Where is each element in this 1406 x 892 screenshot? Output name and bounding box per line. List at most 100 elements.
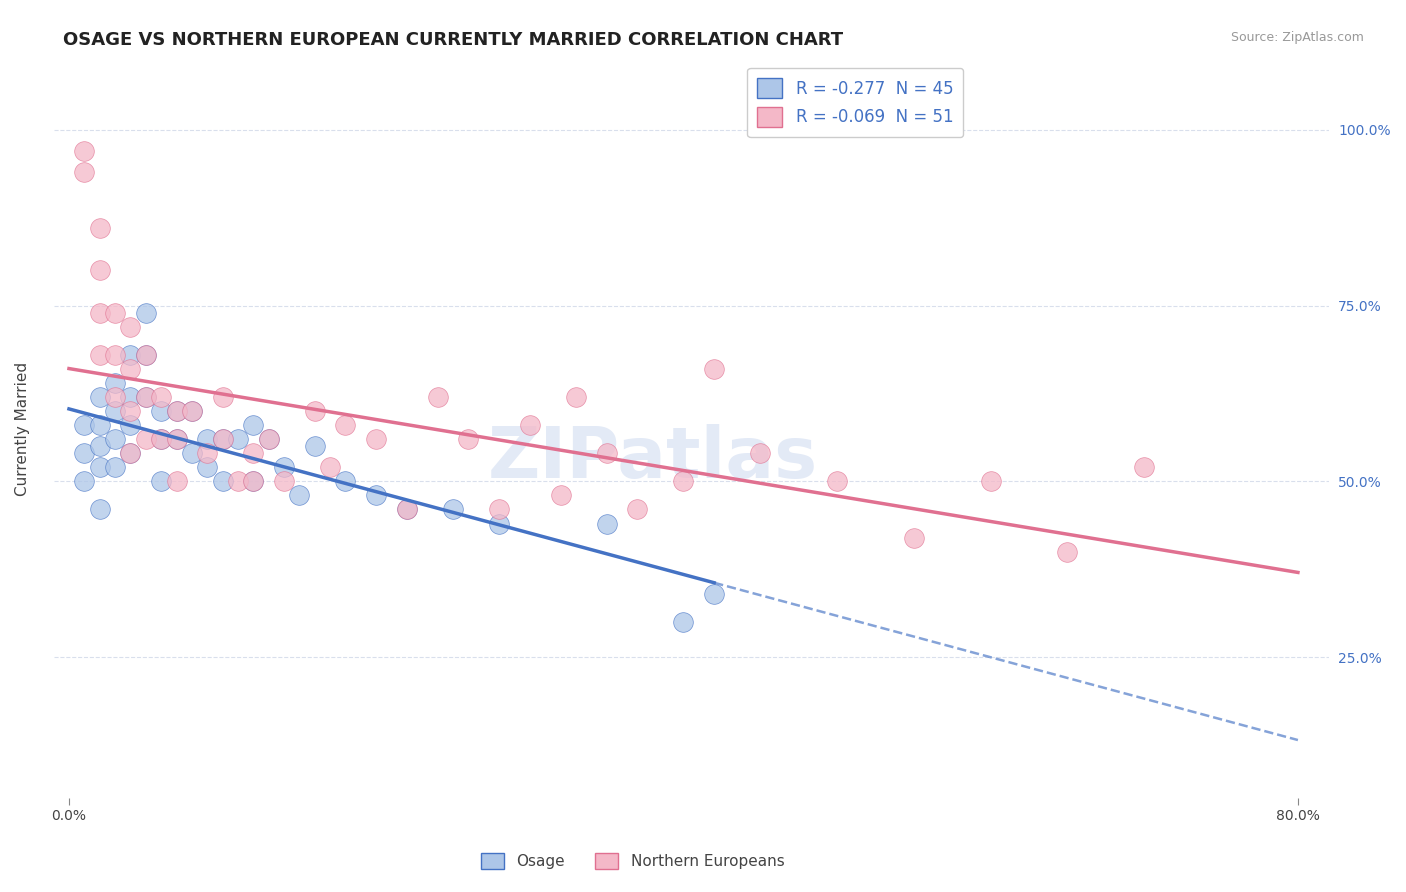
Point [150,390,173,404]
Point [135,432,157,446]
Point [242,418,264,433]
Point [104,404,127,418]
Point [211,475,233,489]
Point [89,306,111,320]
Text: ZIPatlas: ZIPatlas [488,424,818,492]
Legend: Osage, Northern Europeans: Osage, Northern Europeans [475,847,790,875]
Point [104,348,127,362]
Point [150,432,173,446]
Point [135,348,157,362]
Point [89,439,111,453]
Point [73,418,96,433]
Point [257,432,280,446]
Point [89,418,111,433]
Point [519,418,541,433]
Point [980,475,1002,489]
Point [166,475,188,489]
Legend: R = -0.277  N = 45, R = -0.069  N = 51: R = -0.277 N = 45, R = -0.069 N = 51 [748,68,963,137]
Point [120,348,142,362]
Point [304,439,326,453]
Point [457,432,479,446]
Point [395,502,418,516]
Point [120,446,142,460]
Point [550,488,572,502]
Point [180,446,202,460]
Point [366,432,388,446]
Point [166,404,188,418]
Point [426,390,449,404]
Point [211,432,233,446]
Point [73,475,96,489]
Point [120,418,142,433]
Point [595,516,617,531]
Point [304,404,326,418]
Point [120,362,142,376]
Point [104,390,127,404]
Point [180,404,202,418]
Point [120,319,142,334]
Point [120,446,142,460]
Point [150,475,173,489]
Point [104,306,127,320]
Point [89,390,111,404]
Point [703,362,725,376]
Point [135,390,157,404]
Point [166,432,188,446]
Point [242,446,264,460]
Point [120,404,142,418]
Point [1056,544,1078,558]
Point [166,432,188,446]
Point [273,460,295,475]
Point [211,432,233,446]
Point [903,531,925,545]
Point [180,404,202,418]
Point [626,502,648,516]
Point [395,502,418,516]
Point [104,460,127,475]
Point [120,390,142,404]
Point [211,390,233,404]
Point [89,460,111,475]
Point [89,502,111,516]
Y-axis label: Currently Married: Currently Married [15,361,30,496]
Point [150,404,173,418]
Point [226,432,249,446]
Point [89,221,111,235]
Point [135,390,157,404]
Text: OSAGE VS NORTHERN EUROPEAN CURRENTLY MARRIED CORRELATION CHART: OSAGE VS NORTHERN EUROPEAN CURRENTLY MAR… [63,31,844,49]
Point [195,460,218,475]
Point [73,165,96,179]
Point [135,306,157,320]
Point [166,404,188,418]
Point [565,390,588,404]
Point [195,446,218,460]
Point [104,432,127,446]
Point [1133,460,1156,475]
Point [335,418,357,433]
Point [825,475,848,489]
Point [335,475,357,489]
Point [73,446,96,460]
Point [135,348,157,362]
Point [226,475,249,489]
Point [488,516,510,531]
Point [195,432,218,446]
Point [703,587,725,601]
Point [672,475,695,489]
Point [242,475,264,489]
Point [104,376,127,390]
Point [488,502,510,516]
Point [288,488,311,502]
Point [89,263,111,277]
Point [257,432,280,446]
Point [595,446,617,460]
Text: Source: ZipAtlas.com: Source: ZipAtlas.com [1230,31,1364,45]
Point [273,475,295,489]
Point [672,615,695,629]
Point [89,348,111,362]
Point [319,460,342,475]
Point [73,144,96,158]
Point [366,488,388,502]
Point [441,502,464,516]
Point [749,446,772,460]
